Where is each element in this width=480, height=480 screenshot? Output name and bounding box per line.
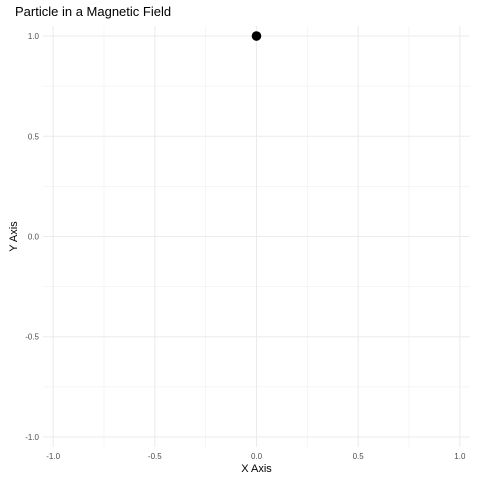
x-tick-labels: -1.0 -0.5 0.0 0.5 1.0 <box>46 452 466 461</box>
data-points <box>251 31 262 41</box>
y-axis-label: Y Axis <box>8 221 20 252</box>
x-tick-label: -0.5 <box>148 452 162 461</box>
particle-point <box>251 31 262 41</box>
x-tick-label: 0.5 <box>353 452 365 461</box>
y-tick-label: -0.5 <box>25 333 39 342</box>
x-tick-label: -1.0 <box>46 452 60 461</box>
y-tick-label: -1.0 <box>25 433 39 442</box>
major-gridlines <box>43 26 470 447</box>
chart-title: Particle in a Magnetic Field <box>15 4 171 19</box>
x-tick-label: 1.0 <box>454 452 466 461</box>
x-tick-label: 0.0 <box>251 452 263 461</box>
y-tick-label: 0.0 <box>28 233 40 242</box>
y-tick-label: 1.0 <box>28 32 40 41</box>
y-tick-labels: -1.0 -0.5 0.0 0.5 1.0 <box>25 32 39 442</box>
x-axis-label: X Axis <box>241 463 272 475</box>
y-tick-label: 0.5 <box>28 132 40 141</box>
